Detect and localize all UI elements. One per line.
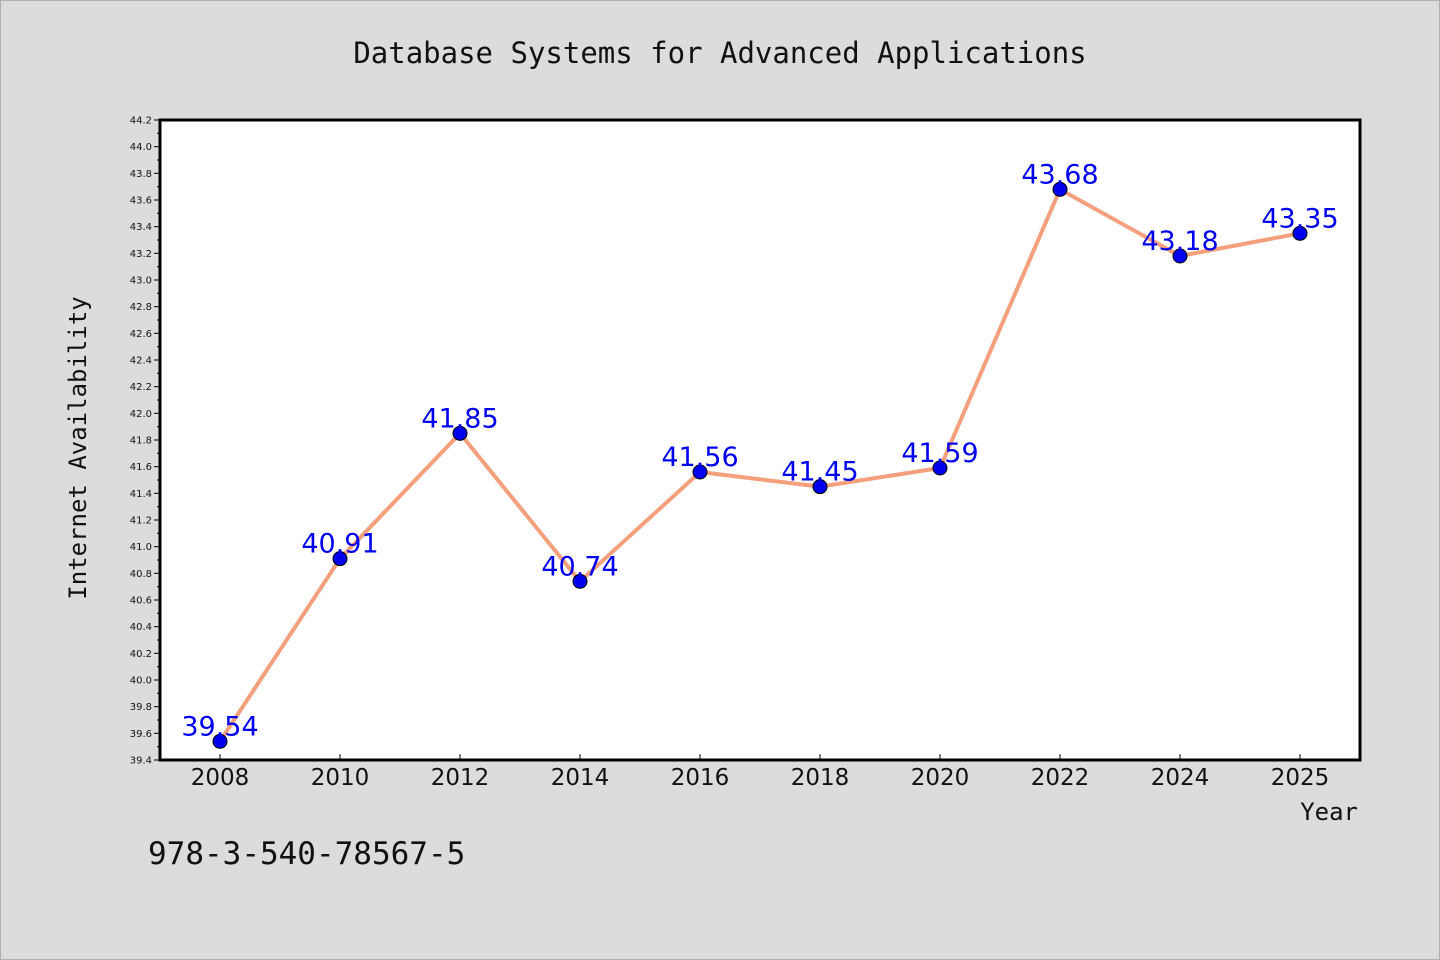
y-tick-label: 39.4 bbox=[130, 756, 152, 767]
y-tick-label: 43.8 bbox=[130, 169, 152, 180]
y-tick-label: 44.2 bbox=[130, 116, 152, 127]
data-label: 43.35 bbox=[1261, 203, 1338, 234]
y-tick-label: 42.2 bbox=[130, 382, 152, 393]
data-label: 40.74 bbox=[541, 551, 618, 582]
data-point-marker bbox=[212, 733, 228, 749]
data-point-marker bbox=[332, 551, 348, 567]
isbn-footnote: 978-3-540-78567-5 bbox=[148, 836, 465, 872]
x-tick-label: 2022 bbox=[1031, 765, 1090, 791]
series-line bbox=[218, 187, 1302, 744]
y-tick-label: 40.0 bbox=[130, 676, 152, 687]
chart-title: Database Systems for Advanced Applicatio… bbox=[353, 36, 1086, 70]
y-tick-label: 43.6 bbox=[130, 196, 152, 207]
data-label: 43.18 bbox=[1141, 226, 1218, 257]
y-tick-label: 41.2 bbox=[130, 516, 152, 527]
data-label: 40.91 bbox=[301, 529, 378, 560]
y-tick-label: 40.6 bbox=[130, 596, 152, 607]
y-tick-label: 40.4 bbox=[130, 622, 152, 633]
y-tick-label: 40.2 bbox=[130, 649, 152, 660]
data-point-marker bbox=[812, 479, 828, 495]
x-tick-label: 2012 bbox=[431, 765, 490, 791]
y-axis-label: Internet Availability bbox=[64, 296, 92, 599]
y-axis: 39.4 39.6 39.8 40.0 40.2 40.4 40.6 40.8 41.0 41.2… bbox=[130, 116, 160, 767]
y-tick-label: 41.8 bbox=[130, 436, 152, 447]
series-line-group: 39.54 40.91 41.85 40.74 41.56 41.45 41.59 43.68… bbox=[181, 159, 1339, 749]
x-axis: 2008 2010 2012 2014 2016 2018 2020 2022 2024 2025 bbox=[191, 754, 1330, 791]
y-tick-label: 39.8 bbox=[130, 702, 152, 713]
data-point-marker bbox=[932, 460, 948, 476]
x-tick-label: 2020 bbox=[911, 765, 970, 791]
x-tick-label: 2008 bbox=[191, 765, 250, 791]
y-tick-label: 43.0 bbox=[130, 276, 152, 287]
x-tick-label: 2010 bbox=[311, 765, 370, 791]
data-point-marker bbox=[572, 573, 588, 589]
x-tick-label: 2014 bbox=[551, 765, 610, 791]
data-point-marker bbox=[1292, 225, 1308, 241]
y-tick-label: 42.8 bbox=[130, 302, 152, 313]
y-tick-label: 43.2 bbox=[130, 249, 152, 260]
x-tick-label: 2016 bbox=[671, 765, 730, 791]
y-tick-label: 41.4 bbox=[130, 489, 152, 500]
plot-area bbox=[158, 118, 1362, 762]
data-point-marker bbox=[1172, 248, 1188, 264]
data-point-marker bbox=[1052, 181, 1068, 197]
data-label: 43.68 bbox=[1021, 159, 1098, 190]
data-label: 41.45 bbox=[781, 457, 858, 488]
y-tick-label: 39.6 bbox=[130, 729, 152, 740]
x-tick-label: 2025 bbox=[1271, 765, 1330, 791]
data-point-marker bbox=[692, 464, 708, 480]
data-label: 39.54 bbox=[181, 711, 258, 742]
y-tick-label: 43.4 bbox=[130, 222, 152, 233]
data-point-marker bbox=[452, 425, 468, 441]
y-tick-label: 40.8 bbox=[130, 569, 152, 580]
data-label: 41.85 bbox=[421, 403, 498, 434]
y-tick-label: 41.0 bbox=[130, 542, 152, 553]
x-tick-label: 2018 bbox=[791, 765, 850, 791]
y-tick-label: 42.6 bbox=[130, 329, 152, 340]
data-label: 41.59 bbox=[901, 438, 978, 469]
y-tick-label: 42.0 bbox=[130, 409, 152, 420]
y-tick-label: 42.4 bbox=[130, 356, 152, 367]
x-tick-label: 2024 bbox=[1151, 765, 1210, 791]
x-axis-label: Year bbox=[1300, 798, 1358, 826]
y-tick-label: 44.0 bbox=[130, 142, 152, 153]
y-tick-label: 41.6 bbox=[130, 462, 152, 473]
data-label: 41.56 bbox=[661, 442, 738, 473]
